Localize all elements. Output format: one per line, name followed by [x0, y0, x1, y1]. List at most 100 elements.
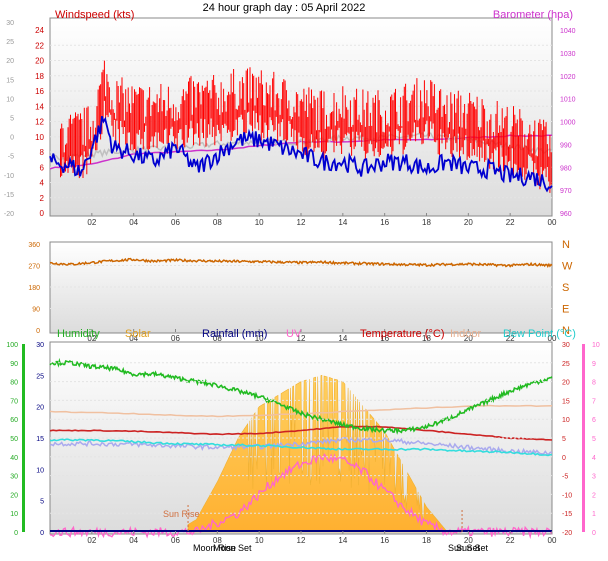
windspeed-axis-label: 6	[40, 163, 45, 172]
panel-direction-x-label: 10	[255, 334, 264, 343]
uv-axis-label: 8	[592, 380, 596, 387]
windspeed-axis-label: 22	[35, 41, 44, 50]
windspeed-axis-label: 18	[35, 72, 44, 81]
uv-axis-label: 4	[592, 455, 596, 462]
legend-rainfall: Rainfall (mm)	[202, 328, 267, 340]
panel-wind-x-label: 04	[129, 218, 138, 227]
humidity-axis-label: 80	[10, 380, 18, 387]
windspeed-axis-label: 16	[35, 87, 44, 96]
panel-climate-x-label: 14	[338, 536, 347, 545]
panel-wind-x-label: 14	[338, 218, 347, 227]
panel-climate-x-label: 04	[129, 536, 138, 545]
outer-axis-label: 0	[10, 135, 14, 142]
windspeed-title: Windspeed (kts)	[55, 9, 134, 21]
humidity-axis-label: 20	[10, 492, 18, 499]
barometer-axis-label: 1020	[560, 74, 576, 81]
panel-climate-x-label: 06	[171, 536, 180, 545]
direction-axis-label: 360	[28, 242, 40, 249]
humidity-axis-label: 40	[10, 455, 18, 462]
panel-climate-x-label: 18	[422, 536, 431, 545]
rain-axis-label: 25	[36, 373, 44, 380]
barometer-axis-label: 1030	[560, 51, 576, 58]
uv-line	[49, 453, 553, 540]
panel-direction-series	[49, 257, 553, 269]
humidity-axis-label: 90	[10, 361, 18, 368]
panel-wind-x-label: 20	[464, 218, 473, 227]
windspeed-axis-label: 4	[40, 179, 45, 188]
direction-axis-label: 90	[32, 307, 40, 314]
temperature-axis-label: 15	[562, 398, 570, 405]
panel-wind-x-label: 00	[548, 218, 557, 227]
humidity-axis-label: 50	[10, 436, 18, 443]
panel-climate-x-label: 02	[87, 536, 96, 545]
compass-label: S	[562, 282, 569, 294]
panel-climate-x-label: 22	[506, 536, 515, 545]
panel-direction-x-label: 22	[506, 334, 515, 343]
rain-axis-label: 20	[36, 405, 44, 412]
panel-direction-x-label: 16	[380, 334, 389, 343]
barometer-axis-label: 970	[560, 188, 572, 195]
average-wind-line	[49, 115, 553, 193]
panel-climate-axes: 1009080706050403020100302520151050302520…	[6, 342, 600, 545]
wind-direction-line	[49, 257, 553, 269]
outer-axis-label: -15	[4, 192, 14, 199]
uv-axis-label: 1	[592, 511, 596, 518]
humidity-axis-label: 10	[10, 511, 18, 518]
panel-climate-x-label: 20	[464, 536, 473, 545]
windspeed-axis-label: 10	[35, 133, 44, 142]
panel-wind-x-label: 02	[87, 218, 96, 227]
temperature-axis-label: 25	[562, 361, 570, 368]
legend-uv: UV	[286, 328, 302, 340]
barometer-axis-label: 980	[560, 165, 572, 172]
sunrise-label: Sun Rise	[163, 509, 200, 519]
barometer-axis-label: 990	[560, 142, 572, 149]
barometer-axis-label: 1010	[560, 97, 576, 104]
legend-temperature: Temperature (°C)	[360, 328, 444, 340]
windspeed-axis-label: 8	[40, 148, 45, 157]
panel-direction-x-label: 18	[422, 334, 431, 343]
humidity-axis-label: 0	[14, 530, 18, 537]
barometer-axis-label: 960	[560, 211, 572, 218]
temperature-axis-label: -10	[562, 492, 572, 499]
humidity-line	[49, 357, 553, 435]
compass-label: E	[562, 304, 569, 316]
barometer-axis-label: 1000	[560, 120, 576, 127]
dewpoint-line	[49, 438, 553, 457]
windspeed-axis-label: 14	[35, 102, 44, 111]
windspeed-axis-label: 12	[35, 118, 44, 127]
uv-axis-label: 3	[592, 474, 596, 481]
humidity-axis-label: 60	[10, 417, 18, 424]
windspeed-axis-label: 20	[35, 57, 44, 66]
barometer-axis-label: 1040	[560, 28, 576, 35]
moonset-label: Moon Set	[213, 543, 252, 553]
temperature-axis-label: 5	[562, 436, 566, 443]
windspeed-axis-label: 2	[40, 194, 45, 203]
temperature-axis-label: -15	[562, 511, 572, 518]
windspeed-axis-label: 24	[35, 26, 44, 35]
compass-label: W	[562, 261, 573, 273]
humidity-axis-label: 70	[10, 398, 18, 405]
sunset-overlap-label: Sun Set	[456, 543, 489, 553]
panel-wind-x-label: 18	[422, 218, 431, 227]
outer-axis-label: -20	[4, 211, 14, 218]
uv-axis-label: 0	[592, 530, 596, 537]
temperature-axis-label: 30	[562, 342, 570, 349]
uv-axis-label: 6	[592, 417, 596, 424]
outer-axis-label: 30	[6, 20, 14, 27]
panel-wind-x-label: 16	[380, 218, 389, 227]
panel-direction-x-label: 06	[171, 334, 180, 343]
panel-climate-x-label: 00	[548, 536, 557, 545]
page-title: 24 hour graph day : 05 April 2022	[203, 2, 366, 14]
temperature-axis-label: 20	[562, 380, 570, 387]
direction-axis-label: 270	[28, 264, 40, 271]
direction-axis-label: 180	[28, 285, 40, 292]
compass-label: N	[562, 239, 570, 251]
panel-wind-series	[49, 60, 553, 193]
panel-wind-x-label: 08	[213, 218, 222, 227]
outer-axis-label: -5	[8, 154, 14, 161]
uv-axis-label: 5	[592, 436, 596, 443]
outer-axis-label: 25	[6, 39, 14, 46]
legend-solar: Solar	[125, 328, 151, 340]
barometer-title: Barometer (hpa)	[493, 9, 573, 21]
panel-direction-x-label: 00	[548, 334, 557, 343]
